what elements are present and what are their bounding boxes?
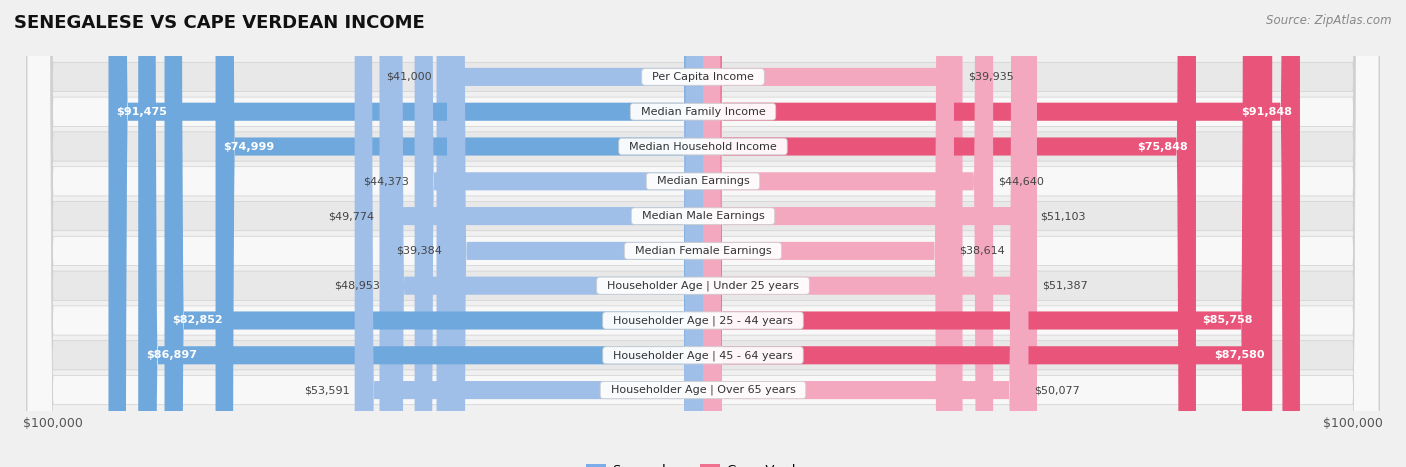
FancyBboxPatch shape <box>703 0 1260 467</box>
FancyBboxPatch shape <box>703 0 1301 467</box>
FancyBboxPatch shape <box>27 0 1379 467</box>
FancyBboxPatch shape <box>703 0 953 467</box>
FancyBboxPatch shape <box>215 0 703 467</box>
Text: $44,373: $44,373 <box>364 177 409 186</box>
FancyBboxPatch shape <box>27 0 1379 467</box>
Text: $86,897: $86,897 <box>146 350 197 360</box>
FancyBboxPatch shape <box>703 0 1035 467</box>
Text: $50,077: $50,077 <box>1033 385 1080 395</box>
Text: Median Female Earnings: Median Female Earnings <box>627 246 779 256</box>
FancyBboxPatch shape <box>27 0 1379 467</box>
Text: Householder Age | 25 - 44 years: Householder Age | 25 - 44 years <box>606 315 800 326</box>
FancyBboxPatch shape <box>436 0 703 467</box>
FancyBboxPatch shape <box>703 0 1272 467</box>
FancyBboxPatch shape <box>703 0 1038 467</box>
FancyBboxPatch shape <box>703 0 1028 467</box>
FancyBboxPatch shape <box>27 0 1379 467</box>
FancyBboxPatch shape <box>415 0 703 467</box>
Text: Source: ZipAtlas.com: Source: ZipAtlas.com <box>1267 14 1392 27</box>
FancyBboxPatch shape <box>703 0 993 467</box>
Text: $91,475: $91,475 <box>117 107 167 117</box>
FancyBboxPatch shape <box>27 0 1379 467</box>
FancyBboxPatch shape <box>27 0 1379 467</box>
Text: $74,999: $74,999 <box>224 142 274 151</box>
Text: $51,387: $51,387 <box>1042 281 1088 290</box>
FancyBboxPatch shape <box>385 0 703 467</box>
FancyBboxPatch shape <box>703 0 963 467</box>
Text: $44,640: $44,640 <box>998 177 1045 186</box>
Text: Householder Age | Over 65 years: Householder Age | Over 65 years <box>603 385 803 396</box>
Text: Median Household Income: Median Household Income <box>621 142 785 151</box>
FancyBboxPatch shape <box>703 0 1197 467</box>
Text: $51,103: $51,103 <box>1040 211 1085 221</box>
Text: $75,848: $75,848 <box>1137 142 1188 151</box>
Text: Householder Age | Under 25 years: Householder Age | Under 25 years <box>600 281 806 291</box>
Text: Median Male Earnings: Median Male Earnings <box>634 211 772 221</box>
FancyBboxPatch shape <box>27 0 1379 467</box>
Text: $39,384: $39,384 <box>396 246 441 256</box>
Text: $82,852: $82,852 <box>173 316 224 325</box>
FancyBboxPatch shape <box>354 0 703 467</box>
Text: $38,614: $38,614 <box>959 246 1005 256</box>
Text: $87,580: $87,580 <box>1213 350 1264 360</box>
Text: $53,591: $53,591 <box>304 385 350 395</box>
FancyBboxPatch shape <box>108 0 703 467</box>
FancyBboxPatch shape <box>27 0 1379 467</box>
Text: Median Earnings: Median Earnings <box>650 177 756 186</box>
Text: Householder Age | 45 - 64 years: Householder Age | 45 - 64 years <box>606 350 800 361</box>
FancyBboxPatch shape <box>447 0 703 467</box>
Text: $85,758: $85,758 <box>1202 316 1253 325</box>
Text: Median Family Income: Median Family Income <box>634 107 772 117</box>
FancyBboxPatch shape <box>27 0 1379 467</box>
FancyBboxPatch shape <box>165 0 703 467</box>
FancyBboxPatch shape <box>27 0 1379 467</box>
FancyBboxPatch shape <box>138 0 703 467</box>
Text: Per Capita Income: Per Capita Income <box>645 72 761 82</box>
FancyBboxPatch shape <box>380 0 703 467</box>
Legend: Senegalese, Cape Verdean: Senegalese, Cape Verdean <box>581 459 825 467</box>
Text: SENEGALESE VS CAPE VERDEAN INCOME: SENEGALESE VS CAPE VERDEAN INCOME <box>14 14 425 32</box>
Text: $91,848: $91,848 <box>1241 107 1292 117</box>
Text: $49,774: $49,774 <box>328 211 374 221</box>
Text: $39,935: $39,935 <box>967 72 1014 82</box>
Text: $48,953: $48,953 <box>333 281 380 290</box>
Text: $41,000: $41,000 <box>385 72 432 82</box>
